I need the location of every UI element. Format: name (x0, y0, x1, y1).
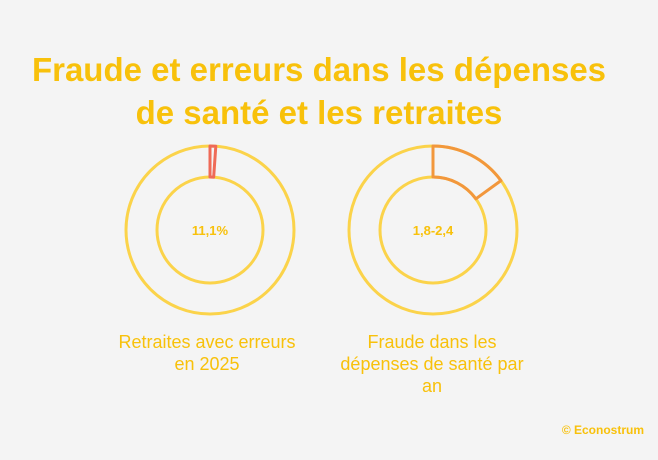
donut-chart-sante: 1,8-2,4 (347, 144, 519, 316)
title-line-1: Fraude et erreurs dans les dépenses (31, 51, 607, 88)
caption-2-line-2: dépenses de santé par (340, 354, 524, 374)
caption-1-line-2: en 2025 (174, 354, 240, 374)
donut-caption-2: Fraude dans les dépenses de santé par an (332, 331, 532, 397)
source-credit: © Econostrum (561, 423, 644, 437)
donut-caption-1: Retraites avec erreurs en 2025 (107, 331, 307, 375)
caption-2-line-3: an (421, 376, 443, 396)
donut-segment-1 (208, 144, 218, 179)
donut-chart-retraites: 11,1% (124, 144, 296, 316)
donut-center-value-2: 1,8-2,4 (413, 223, 454, 238)
donut-segment-2 (431, 144, 503, 201)
title-line-2: de santé et les retraites (135, 94, 503, 131)
caption-1-line-1: Retraites avec erreurs (118, 332, 296, 352)
chart-title: Fraude et erreurs dans les dépenses de s… (0, 48, 638, 134)
donut-center-value-1: 11,1% (192, 223, 229, 238)
caption-2-line-1: Fraude dans les (367, 332, 497, 352)
